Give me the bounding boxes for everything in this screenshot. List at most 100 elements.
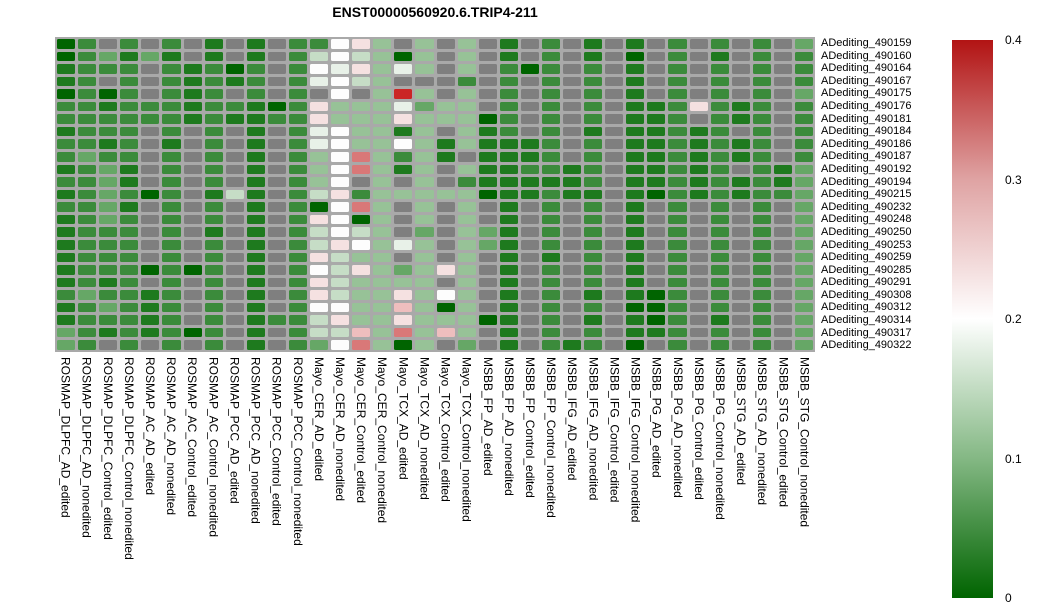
heatmap-cell xyxy=(57,177,76,187)
heatmap-cell xyxy=(457,126,476,137)
heatmap-cell xyxy=(394,239,413,250)
heatmap-cell xyxy=(520,177,539,187)
heatmap-cell xyxy=(310,89,329,99)
heatmap-cell xyxy=(647,239,666,250)
heatmap-cell xyxy=(57,302,76,313)
heatmap-cell xyxy=(394,302,413,313)
heatmap-cell xyxy=(478,64,497,74)
heatmap-cell xyxy=(331,202,350,212)
heatmap-cell xyxy=(647,290,666,300)
heatmap-cell xyxy=(352,340,371,350)
heatmap-cell xyxy=(120,340,139,350)
column-labels: ROSMAP_DLPFC_AD_edited ROSMAP_DLPFC_AD_no… xyxy=(55,357,815,603)
heatmap-cell xyxy=(120,139,139,150)
heatmap-cell xyxy=(584,227,603,237)
heatmap-cell xyxy=(288,114,307,124)
heatmap-cell xyxy=(78,290,97,300)
heatmap-cell xyxy=(352,327,371,338)
heatmap-cell xyxy=(520,202,539,212)
heatmap-cell xyxy=(752,315,771,325)
heatmap-cell xyxy=(689,252,708,263)
heatmap-cell xyxy=(457,101,476,112)
heatmap-cell xyxy=(457,290,476,300)
heatmap-cell xyxy=(710,315,729,325)
heatmap-cell xyxy=(794,101,813,112)
heatmap-cell xyxy=(204,177,223,187)
column-label: ROSMAP_AC_Control_nonedited xyxy=(206,357,221,538)
heatmap-cell xyxy=(584,51,603,62)
heatmap-cell xyxy=(120,227,139,237)
heatmap-cell xyxy=(584,315,603,325)
heatmap-cell xyxy=(605,252,624,263)
heatmap-cell xyxy=(183,340,202,350)
heatmap-cell xyxy=(162,277,181,288)
heatmap-cell xyxy=(373,202,392,212)
heatmap-cell xyxy=(689,64,708,74)
heatmap-cell xyxy=(225,302,244,313)
heatmap-cell xyxy=(288,164,307,175)
colorbar-tick: 0.4 xyxy=(1005,33,1022,47)
heatmap-cell xyxy=(752,189,771,200)
heatmap-cell xyxy=(668,139,687,150)
heatmap-cell xyxy=(373,252,392,263)
heatmap-cell xyxy=(541,277,560,288)
heatmap-cell xyxy=(267,315,286,325)
heatmap-cell xyxy=(352,64,371,74)
row-label: ADediting_490192 xyxy=(821,162,912,175)
heatmap-cell xyxy=(415,164,434,175)
heatmap-cell xyxy=(668,177,687,187)
heatmap-cell xyxy=(626,265,645,275)
heatmap-cell xyxy=(246,152,265,162)
heatmap-cell xyxy=(563,277,582,288)
heatmap-cell xyxy=(246,89,265,99)
heatmap-cell xyxy=(394,76,413,87)
heatmap-cell xyxy=(794,76,813,87)
heatmap-cell xyxy=(520,152,539,162)
heatmap-cell xyxy=(689,76,708,87)
heatmap-cell xyxy=(541,214,560,225)
heatmap-cell xyxy=(120,64,139,74)
heatmap-cell xyxy=(668,89,687,99)
column-label: ROSMAP_AC_Control_edited xyxy=(185,357,200,518)
heatmap-cell xyxy=(605,114,624,124)
heatmap-cell xyxy=(520,64,539,74)
heatmap-cell xyxy=(647,76,666,87)
heatmap-cell xyxy=(310,227,329,237)
column-label: ROSMAP_AC_AD_nonedited xyxy=(164,357,179,516)
heatmap-cell xyxy=(499,302,518,313)
heatmap-cell xyxy=(99,139,118,150)
heatmap-cell xyxy=(584,302,603,313)
heatmap-cell xyxy=(373,139,392,150)
heatmap-cell xyxy=(457,227,476,237)
heatmap-cell xyxy=(99,290,118,300)
heatmap-cell xyxy=(373,239,392,250)
heatmap-cell xyxy=(584,101,603,112)
heatmap-cell xyxy=(267,290,286,300)
heatmap-cell xyxy=(773,340,792,350)
heatmap-cell xyxy=(710,51,729,62)
heatmap-cell xyxy=(120,189,139,200)
heatmap-cell xyxy=(752,164,771,175)
heatmap-cell xyxy=(225,340,244,350)
heatmap-cell xyxy=(267,214,286,225)
heatmap-cell xyxy=(794,39,813,49)
heatmap-cell xyxy=(541,51,560,62)
heatmap-cell xyxy=(78,152,97,162)
heatmap-cell xyxy=(710,277,729,288)
heatmap-cell xyxy=(415,177,434,187)
heatmap-cell xyxy=(57,290,76,300)
heatmap-cell xyxy=(584,64,603,74)
heatmap-cell xyxy=(478,126,497,137)
heatmap-cell xyxy=(647,214,666,225)
heatmap-cell xyxy=(794,64,813,74)
row-label: ADediting_490312 xyxy=(821,301,912,314)
heatmap-cell xyxy=(563,89,582,99)
heatmap-cell xyxy=(499,189,518,200)
column-label: Mayo_CER_Control_nonedited xyxy=(375,357,390,524)
heatmap-cell xyxy=(331,51,350,62)
heatmap-cell xyxy=(204,89,223,99)
heatmap-cell xyxy=(162,214,181,225)
heatmap-cell xyxy=(57,277,76,288)
heatmap-cell xyxy=(99,277,118,288)
heatmap-cell xyxy=(773,239,792,250)
